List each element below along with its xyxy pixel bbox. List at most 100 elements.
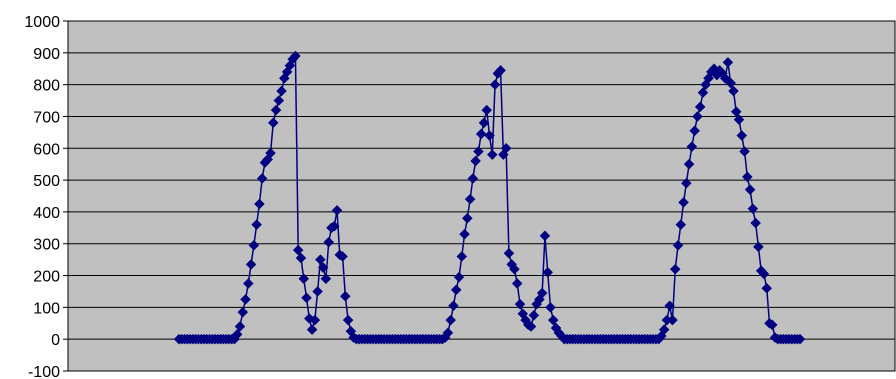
data-point-marker (290, 50, 301, 62)
data-point-marker (315, 254, 326, 265)
data-point-marker (301, 292, 312, 304)
data-point-marker (295, 252, 307, 264)
data-point-marker (672, 239, 684, 251)
data-point-marker (728, 85, 739, 97)
data-point-marker (270, 104, 282, 116)
y-tick-label: 900 (33, 46, 60, 63)
data-point-marker (481, 104, 493, 116)
data-point-marker (323, 236, 335, 248)
data-point-marker (245, 259, 257, 270)
data-point-marker (292, 244, 304, 256)
data-point-marker (689, 125, 701, 137)
plot-area (67, 20, 896, 372)
data-point-marker (448, 300, 459, 312)
y-tick-label: 1000 (24, 14, 60, 31)
y-tick-label: 700 (33, 109, 60, 126)
data-point-marker (741, 171, 753, 183)
data-point-marker (744, 184, 756, 195)
y-tick-label: 800 (33, 78, 60, 95)
data-point-marker (240, 294, 251, 305)
y-axis-tick-labels: -100 0 100 200 300 400 500 600 700 800 900 1000 (24, 14, 60, 379)
data-point-marker (739, 146, 750, 157)
data-point-marker (320, 273, 332, 285)
data-point-marker (461, 212, 473, 224)
data-point-marker (750, 217, 761, 229)
data-point-marker (667, 314, 678, 326)
data-point-marker (511, 278, 523, 289)
data-point-marker (542, 267, 554, 278)
data-point-marker (231, 329, 243, 340)
y-tick-label: 600 (33, 141, 60, 158)
data-point-marker (470, 155, 481, 167)
data-point-marker (794, 333, 806, 345)
data-point-marker (766, 319, 778, 331)
data-point-marker (722, 57, 734, 68)
data-point-marker (500, 142, 512, 154)
data-point-marker (539, 230, 551, 242)
data-point-marker (337, 251, 348, 262)
data-point-marker (298, 273, 310, 285)
y-tick-label: 300 (33, 237, 60, 254)
data-point-marker (678, 197, 689, 208)
data-point-marker (761, 282, 773, 294)
data-point-marker (509, 263, 520, 275)
data-point-marker (753, 241, 764, 253)
data-point-marker (256, 173, 268, 184)
data-point-marker (312, 286, 323, 297)
data-point-marker (725, 77, 737, 89)
data-point-marker (276, 85, 287, 97)
data-point-marker (697, 87, 709, 98)
data-point-marker (453, 271, 465, 283)
data-point-marker (658, 324, 670, 335)
data-point-marker (478, 117, 490, 129)
data-point-marker (309, 314, 321, 326)
data-point-marker (328, 220, 340, 232)
data-point-marker (267, 117, 279, 129)
data-point-marker (692, 111, 703, 122)
data-point-marker (317, 262, 329, 273)
data-point-marker (528, 309, 540, 321)
data-point-marker (730, 106, 742, 118)
data-point-marker (694, 101, 706, 113)
y-tick-label: 200 (33, 269, 60, 286)
data-point-marker (331, 204, 343, 216)
y-tick-label: 100 (33, 300, 60, 317)
y-tick-label: 400 (33, 205, 60, 222)
data-point-marker (669, 263, 681, 275)
data-point-marker (242, 278, 254, 289)
data-point-marker (265, 147, 276, 159)
data-point-marker (664, 300, 676, 312)
series-markers (173, 50, 806, 345)
data-point-marker (536, 287, 548, 299)
data-point-marker (758, 268, 770, 280)
data-point-marker (495, 64, 506, 76)
data-point-marker (473, 146, 484, 157)
data-point-marker (464, 193, 476, 205)
data-point-marker (445, 314, 457, 326)
data-point-marker (683, 158, 695, 170)
y-tick-label: 500 (33, 173, 60, 190)
data-point-marker (733, 114, 745, 125)
data-point-marker (486, 149, 498, 160)
data-point-marker (234, 321, 246, 332)
y-tick-label: 0 (51, 332, 60, 349)
data-point-marker (680, 177, 692, 189)
data-point-marker (342, 314, 354, 326)
data-point-marker (736, 130, 748, 141)
data-point-marker (237, 306, 249, 318)
data-point-marker (459, 228, 470, 240)
data-point-marker (306, 324, 318, 335)
data-point-marker (545, 302, 556, 313)
data-point-marker (251, 219, 262, 230)
data-point-marker (475, 128, 487, 140)
data-point-marker (514, 298, 526, 310)
data-point-marker (484, 130, 495, 141)
data-point-marker (686, 141, 698, 153)
data-point-marker (273, 95, 285, 106)
data-point-marker (675, 219, 687, 230)
data-point-marker (339, 290, 351, 302)
data-point-marker (456, 251, 468, 262)
data-point-marker (254, 198, 265, 210)
data-point-marker (489, 79, 501, 90)
